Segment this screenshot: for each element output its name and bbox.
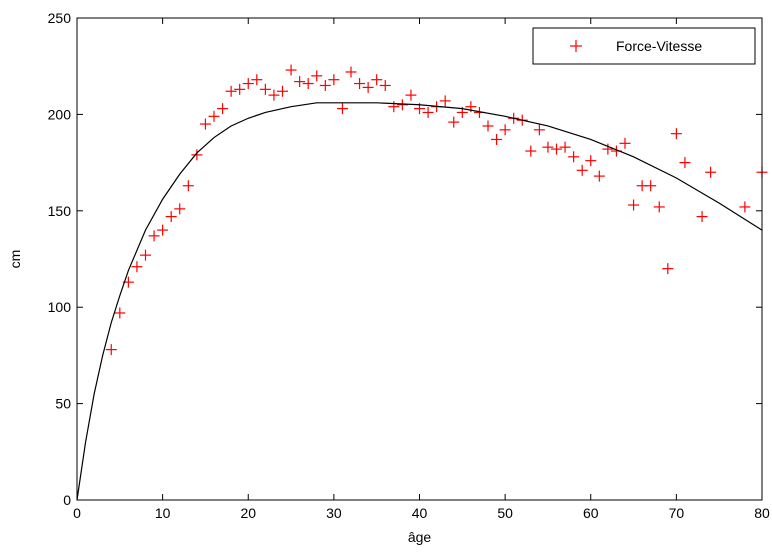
data-point-marker — [653, 201, 665, 213]
data-point-marker — [662, 263, 674, 275]
y-tick-label: 0 — [63, 492, 71, 508]
data-point-marker — [294, 76, 306, 88]
data-point-marker — [131, 261, 143, 273]
fit-curve-line — [76, 102, 763, 501]
legend-label: Force-Vitesse — [616, 38, 702, 54]
y-axis-label: cm — [7, 250, 23, 269]
data-point-marker — [371, 74, 383, 86]
x-tick-label: 50 — [497, 505, 513, 521]
x-tick-label: 80 — [754, 505, 770, 521]
legend: Force-Vitesse — [532, 27, 756, 65]
data-point-marker — [148, 230, 160, 242]
data-point-marker — [568, 151, 580, 163]
x-tick-label: 40 — [412, 505, 428, 521]
data-point-marker — [542, 141, 554, 153]
data-point-marker — [217, 103, 229, 115]
data-point-marker — [448, 116, 460, 128]
data-point-marker — [336, 103, 348, 115]
data-point-marker — [208, 110, 220, 122]
x-tick-label: 10 — [155, 505, 171, 521]
data-point-marker — [311, 70, 323, 82]
data-point-marker — [182, 180, 194, 192]
data-point-marker — [277, 85, 288, 97]
data-point-marker — [670, 128, 682, 140]
data-point-marker — [593, 170, 605, 182]
data-point-marker — [559, 141, 571, 153]
data-point-marker — [140, 249, 151, 261]
data-point-marker — [645, 180, 657, 192]
legend-box — [532, 27, 756, 65]
data-point-marker — [379, 79, 391, 91]
data-point-marker — [619, 137, 631, 149]
data-point-marker — [551, 143, 562, 155]
data-point-marker — [396, 99, 408, 111]
data-point-marker — [285, 64, 297, 76]
data-point-marker — [422, 106, 434, 118]
data-point-marker — [602, 143, 614, 155]
data-point-marker — [251, 74, 263, 86]
y-tick-label: 150 — [48, 203, 72, 219]
x-tick-label: 60 — [583, 505, 599, 521]
data-point-marker — [234, 83, 246, 95]
data-point-marker — [525, 145, 537, 157]
data-point-marker — [705, 166, 717, 178]
data-point-marker — [362, 81, 374, 93]
data-point-marker — [482, 120, 494, 132]
data-point-marker — [199, 118, 211, 130]
y-tick-label: 200 — [48, 106, 72, 122]
data-point-marker — [345, 66, 357, 78]
data-point-marker — [628, 199, 640, 211]
data-point-marker — [157, 224, 169, 236]
data-point-marker — [405, 89, 417, 101]
data-point-marker — [174, 203, 186, 215]
plot-area — [77, 18, 762, 500]
data-point-marker — [491, 133, 503, 145]
data-point-marker — [354, 78, 366, 90]
data-point-marker — [499, 124, 511, 136]
x-axis-label: âge — [408, 529, 432, 545]
data-point-marker — [225, 85, 237, 97]
data-point-marker — [259, 83, 271, 95]
data-point-marker — [105, 344, 117, 356]
data-point-marker — [696, 211, 708, 223]
data-point-marker — [328, 74, 340, 86]
y-tick-label: 250 — [48, 10, 72, 26]
data-point-marker — [114, 307, 126, 319]
x-tick-label: 30 — [326, 505, 342, 521]
data-point-marker — [585, 155, 597, 167]
x-tick-label: 70 — [669, 505, 685, 521]
y-tick-label: 50 — [55, 396, 71, 412]
data-point-marker — [268, 89, 280, 101]
data-point-marker — [319, 79, 331, 91]
legend-marker — [570, 40, 582, 52]
data-point-marker — [739, 201, 751, 213]
data-point-marker — [191, 149, 203, 161]
data-point-marker — [242, 78, 254, 90]
y-tick-label: 100 — [48, 299, 72, 315]
data-point-marker — [679, 157, 691, 169]
x-tick-label: 20 — [240, 505, 256, 521]
data-point-marker — [576, 164, 588, 176]
data-point-marker — [533, 124, 545, 136]
x-tick-label: 0 — [73, 505, 81, 521]
data-point-marker — [302, 78, 314, 90]
data-point-marker — [165, 211, 177, 223]
data-point-marker — [439, 95, 451, 107]
